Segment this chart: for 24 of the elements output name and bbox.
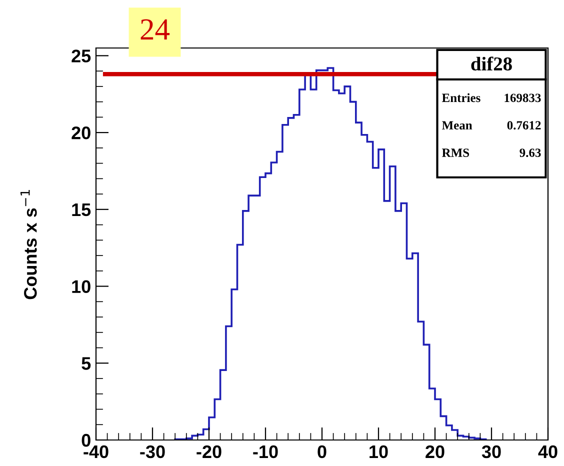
x-tick-label: -30 [140,445,165,458]
x-tick-label: 20 [426,445,444,458]
x-tick-label: -40 [84,445,108,458]
x-tick-label: -10 [253,445,278,458]
x-tick-label: 0 [318,445,326,458]
y-tick-label: 25 [72,50,91,62]
y-tick-label: 20 [72,126,90,140]
y-tick-label: 15 [72,204,91,216]
x-tick-label: 30 [482,445,501,458]
y-tick-label: 10 [72,280,90,293]
x-tick-label: 10 [370,445,388,458]
annotation: 9.63 [520,148,541,158]
x-tick-label: -20 [196,445,222,458]
y-tick-label: 5 [82,357,91,370]
annotation: dif28 [471,56,512,71]
annotation: Mean [442,121,472,130]
annotation: 0.7612 [507,121,541,130]
y-axis-title: Counts x s$^{−1}$ [20,190,37,300]
annotation: 169833 [504,94,541,102]
x-tick-label: 40 [538,445,558,458]
annotation: RMS [442,148,470,157]
annotation: Entries [442,93,480,102]
y-tick-label: 0 [82,434,90,447]
ref-line-label: 24 [140,19,170,40]
